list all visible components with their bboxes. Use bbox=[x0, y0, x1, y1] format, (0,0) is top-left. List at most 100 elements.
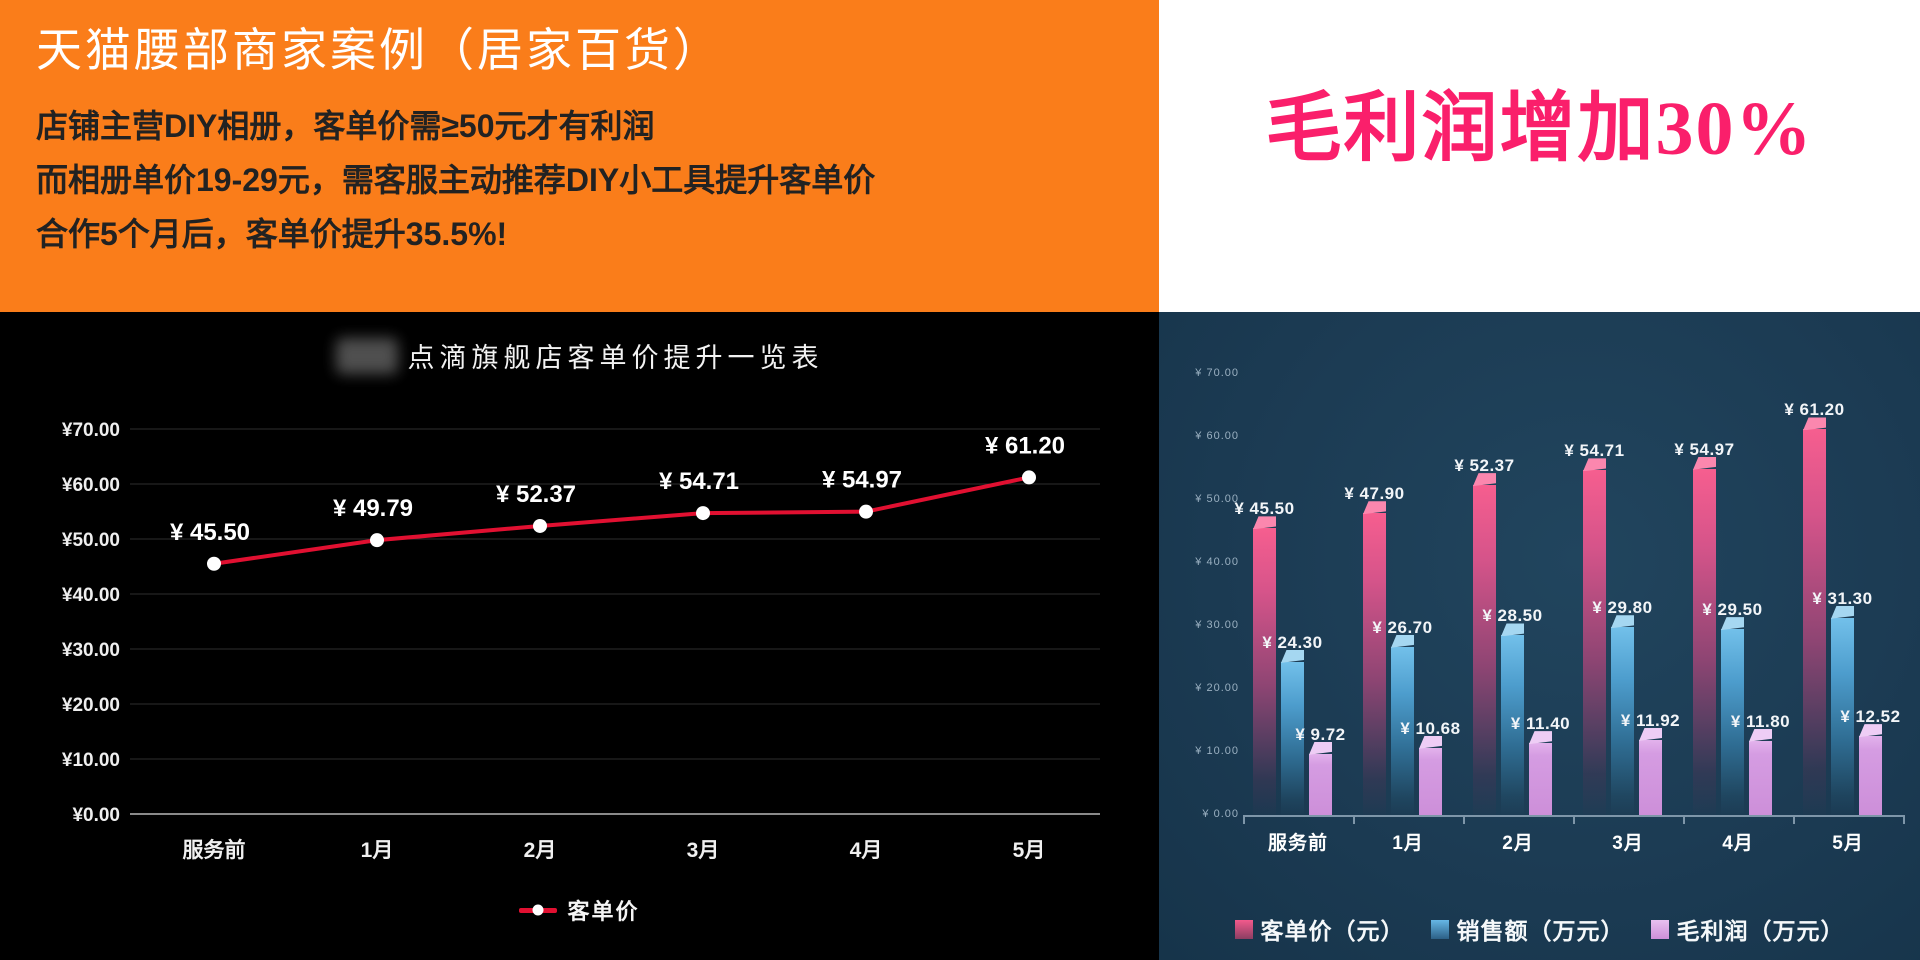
x-tick-label: 1月 bbox=[1392, 833, 1424, 854]
y-tick-label: ¥30.00 bbox=[62, 640, 120, 661]
case-header-panel: 天猫腰部商家案例（居家百货） 店铺主营DIY相册，客单价需≥50元才有利润 而相… bbox=[0, 0, 1159, 312]
bar-pink-1月 bbox=[1363, 501, 1386, 815]
y-tick-label: ¥60.00 bbox=[62, 475, 120, 496]
x-tick-label: 3月 bbox=[687, 839, 720, 862]
axis-tick bbox=[1683, 815, 1685, 824]
highlight-panel: 毛利润增加30% bbox=[1159, 0, 1920, 312]
bar-blue-1月 bbox=[1391, 634, 1414, 815]
legend-item-profit: 毛利润（万元） bbox=[1650, 912, 1845, 946]
x-tick-label: 2月 bbox=[524, 839, 557, 862]
case-line-2: 而相册单价19-29元，需客服主动推荐DIY小工具提升客单价 bbox=[36, 161, 876, 198]
bar-value-label: ¥ 11.40 bbox=[1510, 714, 1571, 734]
bar-value-label: ¥ 9.72 bbox=[1295, 724, 1346, 744]
bar-top-face bbox=[1859, 724, 1882, 738]
data-point bbox=[859, 504, 873, 519]
y-tick-label: ¥ 40.00 bbox=[1195, 556, 1239, 568]
line-chart: ¥0.00 ¥10.00 ¥20.00 ¥30.00 ¥40.00 ¥50.00 ¥60.0… bbox=[62, 420, 1100, 862]
axis-tick bbox=[1573, 815, 1575, 824]
bar-purple-1月 bbox=[1419, 735, 1442, 815]
bar-top-face bbox=[1473, 473, 1496, 487]
bar-purple-2月 bbox=[1529, 731, 1552, 815]
bar-value-label: ¥ 10.68 bbox=[1400, 718, 1461, 738]
y-tick-label: ¥ 20.00 bbox=[1195, 682, 1239, 694]
data-point bbox=[1022, 470, 1036, 485]
y-tick-label: ¥10.00 bbox=[62, 750, 120, 771]
bar-value-label: ¥ 29.80 bbox=[1592, 598, 1653, 618]
data-point bbox=[370, 533, 384, 548]
redacted-store-name bbox=[335, 337, 398, 374]
y-tick-label: ¥ 0.00 bbox=[1202, 808, 1239, 820]
bar-blue-5月 bbox=[1831, 605, 1854, 815]
bar-top-face bbox=[1281, 649, 1304, 663]
bar-blue-服务前 bbox=[1281, 649, 1304, 815]
line-series-marker-icon bbox=[519, 904, 558, 916]
bar-pink-5月 bbox=[1803, 417, 1826, 815]
bar-top-face bbox=[1363, 501, 1386, 515]
case-header: 天猫腰部商家案例（居家百货） 店铺主营DIY相册，客单价需≥50元才有利润 而相… bbox=[0, 0, 1159, 261]
profit-headline: 毛利润增加30% bbox=[1265, 87, 1814, 171]
x-tick-label: 1月 bbox=[361, 839, 394, 862]
x-tick-label: 4月 bbox=[1722, 833, 1754, 854]
bar-top-face bbox=[1693, 456, 1716, 470]
y-tick-label: ¥ 30.00 bbox=[1195, 619, 1239, 631]
axis-tick bbox=[1353, 815, 1355, 824]
bar-value-label: ¥ 12.52 bbox=[1840, 707, 1901, 727]
point-label: ¥ 45.50 bbox=[170, 519, 250, 546]
bar-top-face bbox=[1529, 731, 1552, 745]
point-label: ¥ 54.71 bbox=[659, 468, 739, 495]
purple-series-swatch-icon bbox=[1650, 919, 1669, 939]
x-tick-label: 服务前 bbox=[183, 838, 246, 862]
bar-blue-2月 bbox=[1501, 623, 1524, 815]
bar-value-label: ¥ 26.70 bbox=[1372, 617, 1433, 637]
bar-chart-panel: ¥ 0.00 ¥ 10.00 ¥ 20.00 ¥ 30.00 ¥ 40.00 ¥ 50.0… bbox=[1159, 312, 1920, 960]
data-point bbox=[533, 518, 547, 533]
x-tick-label: 5月 bbox=[1013, 839, 1046, 862]
trend-line bbox=[213, 475, 1030, 566]
y-tick-label: ¥ 10.00 bbox=[1195, 745, 1239, 757]
y-tick-label: ¥20.00 bbox=[62, 695, 120, 716]
axis-tick bbox=[1903, 815, 1905, 824]
point-label: ¥ 49.79 bbox=[333, 495, 413, 522]
legend-label-sales: 销售额（万元） bbox=[1456, 918, 1625, 944]
bar-chart-legend: 客单价（元） 销售额（万元） 毛利润（万元） bbox=[1159, 912, 1920, 946]
data-point bbox=[207, 556, 221, 571]
legend-item-price: 客单价（元） bbox=[1234, 912, 1405, 946]
line-chart-panel: ¥0.00 ¥10.00 ¥20.00 ¥30.00 ¥40.00 ¥50.00 ¥60.0… bbox=[0, 312, 1159, 960]
bar-top-face bbox=[1803, 417, 1826, 431]
bar-top-face bbox=[1611, 615, 1634, 629]
x-tick-label: 服务前 bbox=[1267, 833, 1328, 854]
y-tick-label: ¥ 50.00 bbox=[1195, 493, 1239, 505]
y-tick-label: ¥40.00 bbox=[62, 585, 120, 606]
bar-value-label: ¥ 24.30 bbox=[1262, 632, 1323, 652]
bar-top-face bbox=[1419, 735, 1442, 749]
bar-pink-3月 bbox=[1583, 458, 1606, 815]
bar-value-label: ¥ 61.20 bbox=[1784, 400, 1845, 420]
y-tick-label: ¥ 70.00 bbox=[1195, 367, 1239, 379]
point-label: ¥ 54.97 bbox=[822, 467, 902, 494]
legend-item-sales: 销售额（万元） bbox=[1430, 912, 1625, 946]
bar-value-label: ¥ 47.90 bbox=[1344, 484, 1405, 504]
case-title: 天猫腰部商家案例（居家百货） bbox=[36, 24, 722, 76]
bar-chart: ¥ 0.00 ¥ 10.00 ¥ 20.00 ¥ 30.00 ¥ 40.00 ¥ 50.0… bbox=[1159, 312, 1920, 960]
bar-purple-5月 bbox=[1859, 724, 1882, 815]
y-tick-label: ¥ 60.00 bbox=[1195, 430, 1239, 442]
bar-top-face bbox=[1721, 617, 1744, 631]
point-label: ¥ 61.20 bbox=[985, 432, 1065, 459]
bar-pink-服务前 bbox=[1253, 516, 1276, 815]
x-tick-label: 4月 bbox=[850, 839, 883, 862]
axis-tick bbox=[1463, 815, 1465, 824]
bar-top-face bbox=[1501, 623, 1524, 637]
legend-label-price: 客单价（元） bbox=[1260, 918, 1405, 944]
bar-top-face bbox=[1309, 741, 1332, 755]
blue-series-swatch-icon bbox=[1430, 919, 1449, 939]
line-legend-label: 客单价 bbox=[567, 899, 640, 924]
case-line-1: 店铺主营DIY相册，客单价需≥50元才有利润 bbox=[36, 107, 655, 144]
bar-top-face bbox=[1253, 516, 1276, 530]
bar-blue-4月 bbox=[1721, 617, 1744, 815]
bar-blue-3月 bbox=[1611, 615, 1634, 815]
point-label: ¥ 52.37 bbox=[496, 481, 576, 508]
bar-top-face bbox=[1639, 727, 1662, 741]
data-point bbox=[696, 506, 710, 521]
bar-pink-2月 bbox=[1473, 473, 1496, 815]
